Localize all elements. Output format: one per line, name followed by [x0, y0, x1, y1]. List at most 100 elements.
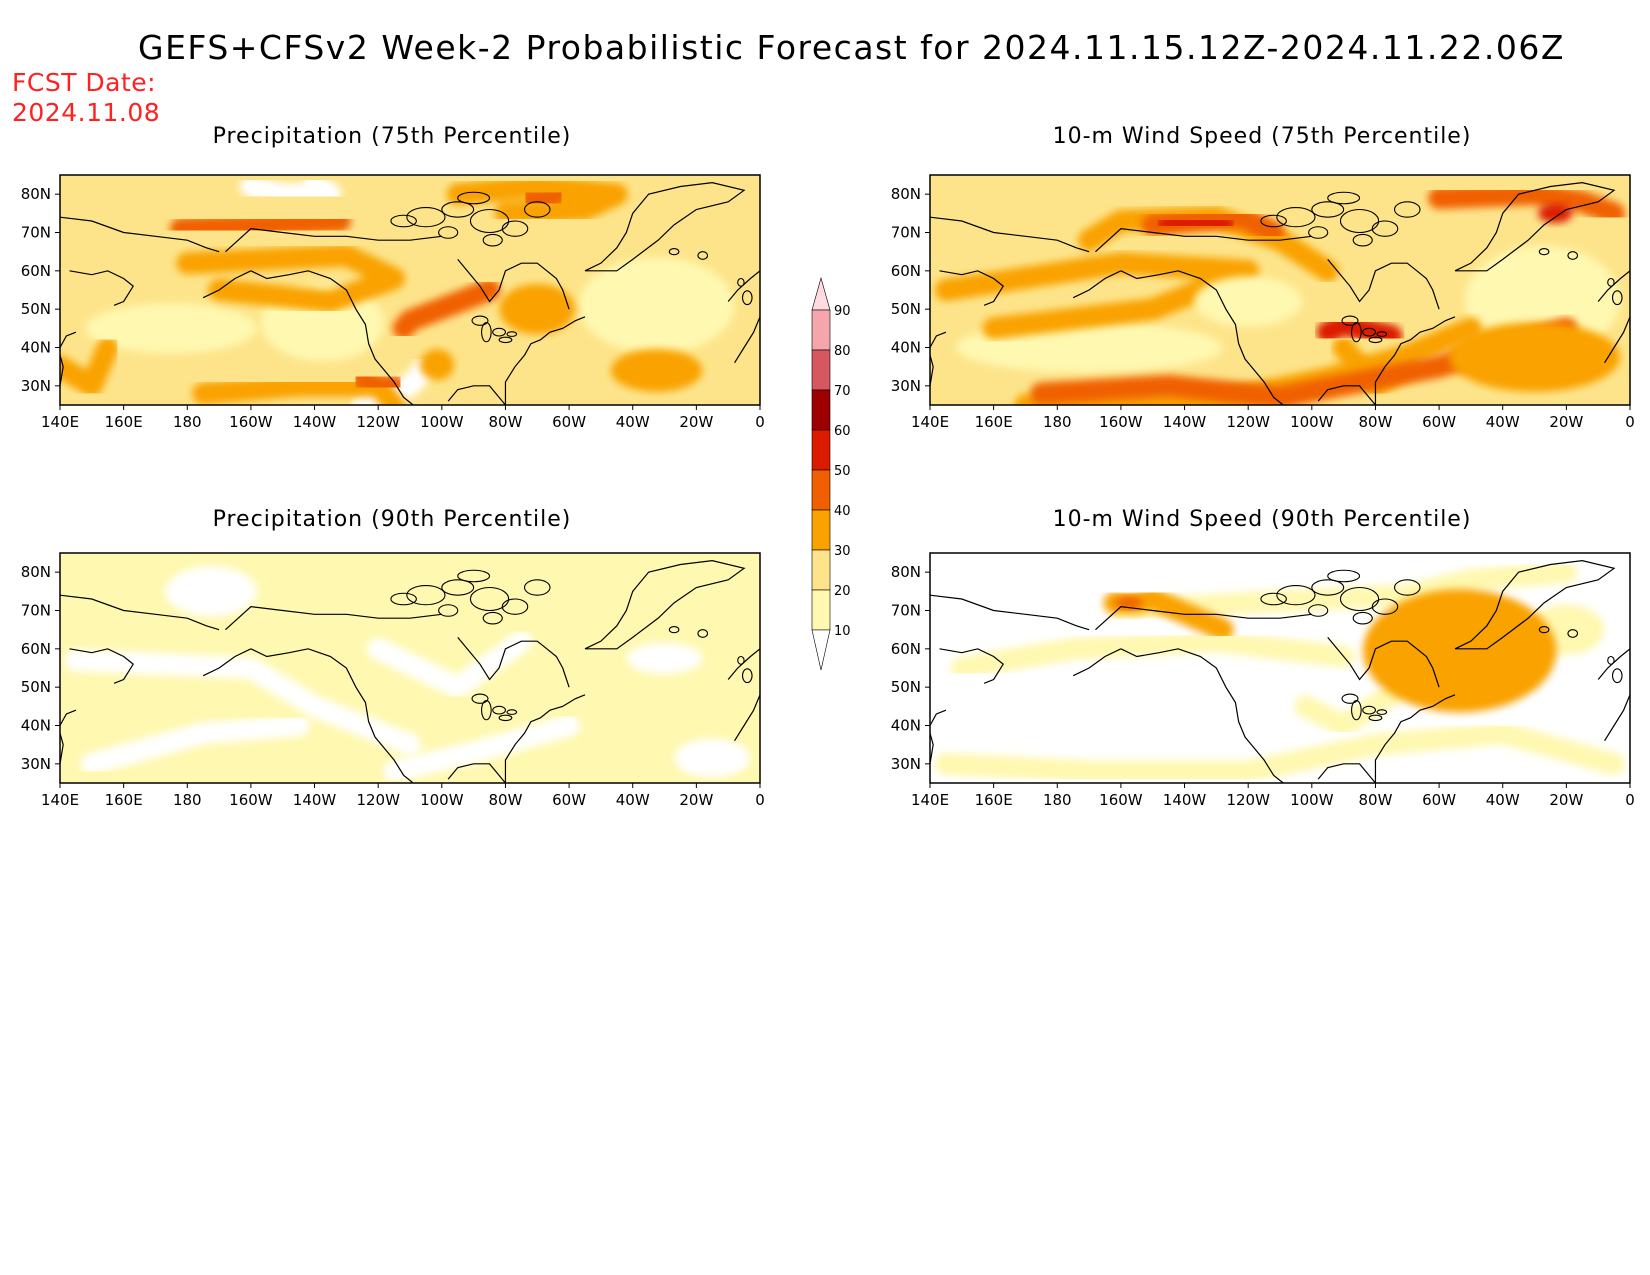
lon-tick-label: 0: [1625, 413, 1635, 431]
lon-tick-label: 80W: [488, 791, 522, 809]
shading-patch: [60, 336, 119, 397]
coastlines: [60, 182, 760, 405]
shading-patch: [934, 722, 1626, 783]
colorbar-segment: [811, 549, 831, 591]
colorbar-label: 30: [834, 544, 851, 559]
lat-tick-label: 30N: [891, 377, 921, 395]
shading-patch: [1538, 203, 1573, 224]
lon-tick-label: 180: [1043, 413, 1072, 431]
coastlines: [930, 182, 1630, 405]
lon-tick-label: 40W: [616, 791, 650, 809]
coastline: [939, 648, 1004, 684]
coastline: [225, 228, 442, 253]
lon-tick-label: 80W: [1358, 791, 1392, 809]
colorbar-label: 80: [834, 344, 851, 359]
lat-tick-label: 80N: [21, 185, 51, 203]
island: [1371, 220, 1399, 237]
coastline: [930, 594, 1090, 631]
island: [482, 233, 503, 247]
lon-tick-label: 0: [1625, 791, 1635, 809]
island: [1368, 336, 1383, 344]
lon-tick-label: 120W: [356, 413, 400, 431]
lon-tick-label: 160W: [1099, 791, 1143, 809]
island: [1567, 251, 1579, 260]
island: [1362, 327, 1377, 337]
lon-tick-label: 180: [173, 413, 202, 431]
island: [1368, 714, 1383, 722]
lon-tick-label: 160E: [975, 413, 1013, 431]
coastline: [447, 385, 506, 405]
shading-layer: [930, 175, 1630, 405]
island: [506, 709, 518, 715]
coastline: [1317, 763, 1376, 783]
coastline: [69, 270, 134, 306]
map-wind90: 140E 160E 180 160W 140W 120W 100W 80W 60W 40W 20W 0…: [891, 552, 1635, 809]
lon-tick-label: 140W: [293, 791, 337, 809]
panel-title-wind90: 10-m Wind Speed (90th Percentile): [1052, 507, 1472, 532]
island: [1362, 705, 1377, 715]
shading-patch: [176, 244, 406, 313]
shading-patch: [165, 566, 257, 617]
coastline: [202, 648, 252, 677]
island: [1308, 604, 1329, 617]
coastline: [60, 331, 77, 348]
lat-tick-label: 60N: [891, 640, 921, 658]
colorbar-cap-bottom: [811, 629, 831, 671]
shading-patch: [446, 175, 628, 225]
colorbar: 10 20 30 40 50 60 70 80 90: [811, 276, 851, 671]
island: [1567, 629, 1579, 638]
island: [390, 214, 417, 228]
island: [441, 201, 475, 218]
coastline: [930, 331, 947, 348]
map-wind75: 140E 160E 180 160W 140W 120W 100W 80W 60W 40W 20W 0…: [891, 174, 1635, 431]
shading-patch: [934, 252, 1260, 340]
lon-tick-label: 160W: [1099, 413, 1143, 431]
coastline: [584, 182, 746, 272]
island: [501, 598, 529, 615]
island: [1376, 709, 1388, 715]
lat-tick-label: 80N: [891, 185, 921, 203]
lat-tick-label: 70N: [891, 224, 921, 242]
lon-tick-label: 140E: [41, 413, 79, 431]
island: [471, 315, 489, 326]
colorbar-segment: [811, 349, 831, 391]
island: [441, 579, 475, 596]
island: [523, 201, 551, 218]
coastline: [457, 636, 570, 688]
island: [501, 220, 529, 237]
shading-layer: [930, 553, 1630, 783]
lat-tick-label: 60N: [891, 262, 921, 280]
island: [1351, 700, 1362, 721]
coastline: [60, 594, 220, 631]
lat-tick-label: 40N: [21, 717, 51, 735]
coastline: [1072, 648, 1122, 677]
lat-tick-label: 40N: [891, 717, 921, 735]
island: [1376, 331, 1388, 337]
island: [482, 611, 503, 625]
lon-tick-label: 100W: [1290, 791, 1334, 809]
lon-tick-label: 140W: [1163, 791, 1207, 809]
coastline: [1327, 258, 1440, 310]
island: [506, 331, 518, 337]
coastline: [1072, 270, 1122, 299]
island: [438, 226, 459, 239]
island: [492, 327, 507, 337]
shading-patch: [367, 630, 533, 699]
lat-tick-label: 70N: [891, 602, 921, 620]
island: [1538, 248, 1550, 256]
panel-title-precip90: Precipitation (90th Percentile): [212, 507, 572, 532]
shading-patch: [674, 738, 751, 778]
shading-patch: [383, 714, 581, 783]
island: [492, 705, 507, 715]
fcst-date-value: 2024.11.08: [12, 98, 161, 127]
island: [1339, 586, 1380, 612]
coastline: [457, 258, 570, 310]
lat-tick-label: 40N: [891, 339, 921, 357]
colorbar-label: 60: [834, 424, 851, 439]
island: [1611, 668, 1623, 684]
island: [498, 336, 513, 344]
coastline: [1095, 228, 1312, 253]
shading-patch: [64, 649, 421, 756]
colorbar-label: 20: [834, 584, 851, 599]
coastline: [1120, 648, 1284, 783]
